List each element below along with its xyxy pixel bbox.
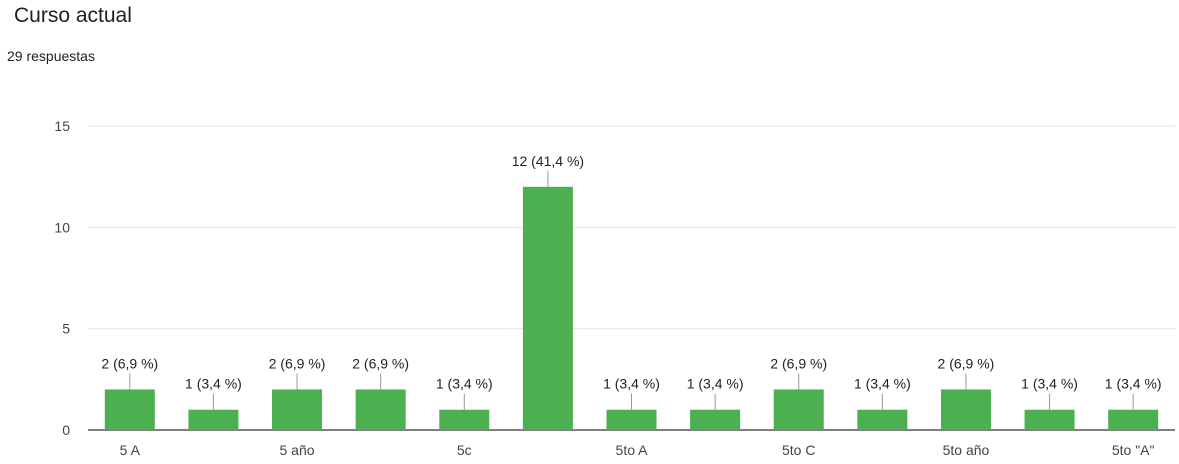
bar <box>104 389 155 430</box>
bar <box>690 409 741 430</box>
data-label: 2 (6,9 %) <box>101 355 158 371</box>
bar <box>272 389 323 430</box>
x-tick-label: 5to C <box>782 442 815 458</box>
bar <box>439 409 490 430</box>
y-tick-label: 10 <box>54 219 70 235</box>
y-tick-label: 15 <box>54 118 70 134</box>
data-label: 1 (3,4 %) <box>436 376 493 392</box>
data-label: 2 (6,9 %) <box>938 355 995 371</box>
bar <box>1108 409 1159 430</box>
data-label: 1 (3,4 %) <box>603 376 660 392</box>
bar <box>1024 409 1075 430</box>
bar <box>355 389 406 430</box>
x-tick-label: 5 año <box>280 442 315 458</box>
data-label: 1 (3,4 %) <box>687 376 744 392</box>
bar <box>773 389 824 430</box>
x-tick-label: 5to A <box>616 442 649 458</box>
bar <box>857 409 908 430</box>
bar <box>522 186 573 430</box>
data-label: 1 (3,4 %) <box>185 376 242 392</box>
data-label: 12 (41,4 %) <box>512 153 584 169</box>
x-tick-label: 5c <box>457 442 472 458</box>
y-tick-label: 0 <box>62 422 70 438</box>
x-tick-label: 5to año <box>943 442 990 458</box>
data-label: 2 (6,9 %) <box>770 355 827 371</box>
y-tick-label: 5 <box>62 321 70 337</box>
bar <box>606 409 657 430</box>
response-count: 29 respuestas <box>7 48 95 64</box>
bar <box>188 409 239 430</box>
chart-title: Curso actual <box>14 4 132 27</box>
data-label: 1 (3,4 %) <box>1105 376 1162 392</box>
data-label: 1 (3,4 %) <box>854 376 911 392</box>
data-label: 1 (3,4 %) <box>1021 376 1078 392</box>
x-tick-label: 5to "A" <box>1112 442 1155 458</box>
data-label: 2 (6,9 %) <box>269 355 326 371</box>
bar <box>940 389 991 430</box>
data-label: 2 (6,9 %) <box>352 355 409 371</box>
x-tick-label: 5 A <box>120 442 141 458</box>
